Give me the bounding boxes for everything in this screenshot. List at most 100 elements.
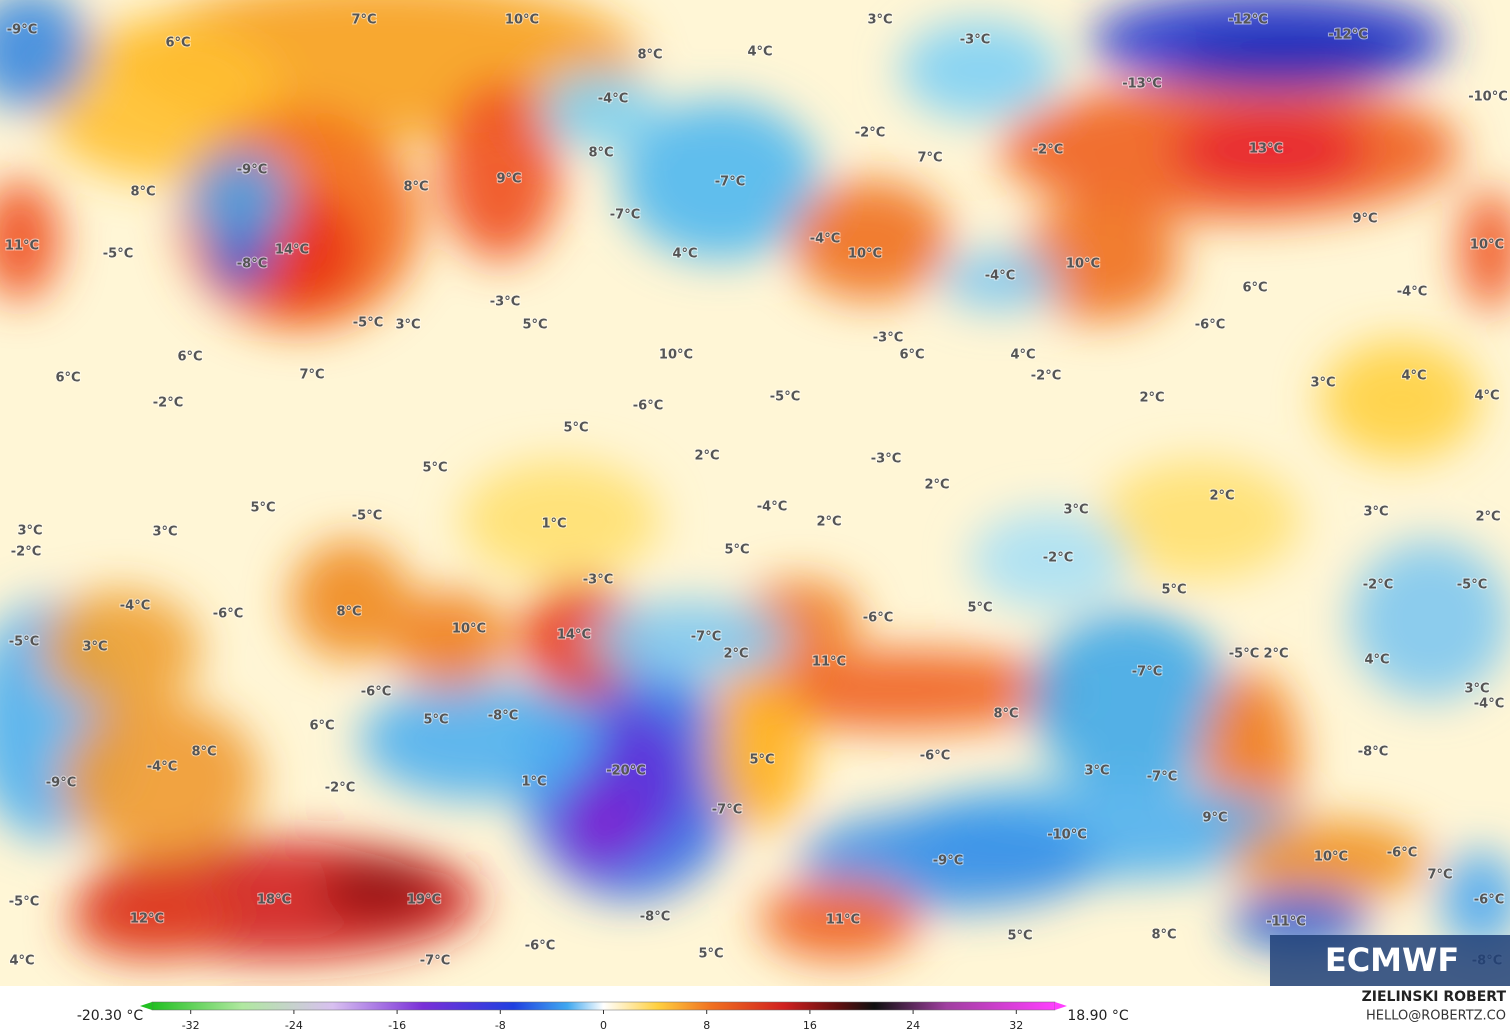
- field-blob: [60, 700, 260, 860]
- colorbar-scale: [151, 1001, 1056, 1011]
- temperature-label: 3°C: [1310, 376, 1335, 391]
- field-blob: [1230, 820, 1430, 900]
- temperature-label: -6°C: [1195, 318, 1225, 333]
- temperature-label: -8°C: [640, 910, 670, 925]
- temperature-label: -2°C: [855, 126, 885, 141]
- temperature-label: -3°C: [960, 33, 990, 48]
- temperature-label: 14°C: [557, 628, 591, 643]
- temperature-label: -12°C: [1228, 13, 1268, 28]
- temperature-label: -5°C: [9, 635, 39, 650]
- temperature-label: 5°C: [1007, 929, 1032, 944]
- temperature-label: -5°C: [1457, 578, 1487, 593]
- temperature-label: -2°C: [11, 545, 41, 560]
- temperature-label: 9°C: [1202, 811, 1227, 826]
- temperature-label: -9°C: [237, 163, 267, 178]
- temperature-label: 9°C: [496, 172, 521, 187]
- field-blob: [710, 670, 810, 830]
- field-blob: [1460, 190, 1510, 310]
- field-blob: [1020, 200, 1180, 320]
- temperature-label: 5°C: [250, 501, 275, 516]
- field-blob: [970, 510, 1130, 610]
- field-blob: [460, 460, 660, 580]
- temperature-label: 2°C: [1209, 489, 1234, 504]
- field-blob: [1170, 30, 1410, 90]
- temperature-label: 4°C: [672, 247, 697, 262]
- temperature-label: 3°C: [1464, 682, 1489, 697]
- field-blob: [40, 590, 200, 710]
- temperature-label: 2°C: [1263, 647, 1288, 662]
- colorbar-min: -20.30 °C: [77, 1008, 144, 1024]
- temperature-label: 3°C: [17, 524, 42, 539]
- field-blob: [0, 180, 60, 300]
- colorbar-tick-label: 32: [1009, 1019, 1023, 1032]
- temperature-label: -4°C: [810, 232, 840, 247]
- temperature-label: 10°C: [848, 247, 882, 262]
- temperature-label: -13°C: [1122, 77, 1162, 92]
- temperature-label: -3°C: [490, 295, 520, 310]
- field-blob: [900, 20, 1060, 120]
- temperature-label: -8°C: [237, 257, 267, 272]
- temperature-label: 12°C: [130, 912, 164, 927]
- temperature-label: -2°C: [1363, 578, 1393, 593]
- temperature-label: 4°C: [1010, 348, 1035, 363]
- colorbar-tick-label: -16: [388, 1019, 406, 1032]
- field-blob: [190, 150, 290, 250]
- temperature-label: -5°C: [770, 390, 800, 405]
- temperature-label: 10°C: [1314, 850, 1348, 865]
- temperature-label: -5°C: [1229, 647, 1259, 662]
- field-blob: [290, 540, 410, 660]
- temperature-label: -7°C: [610, 208, 640, 223]
- field-blob: [1030, 610, 1230, 790]
- temperature-label: 3°C: [82, 640, 107, 655]
- temperature-label: -3°C: [873, 331, 903, 346]
- field-blob: [1350, 540, 1510, 700]
- temperature-label: 3°C: [867, 13, 892, 28]
- temperature-label: 2°C: [723, 647, 748, 662]
- temperature-label: -6°C: [525, 939, 555, 954]
- field-blob: [1440, 850, 1510, 950]
- temperature-label: -4°C: [147, 760, 177, 775]
- field-blob: [940, 250, 1060, 310]
- temperature-label: -5°C: [9, 895, 39, 910]
- temperature-label: 6°C: [177, 350, 202, 365]
- temperature-label: 5°C: [698, 947, 723, 962]
- temperature-label: 10°C: [659, 348, 693, 363]
- colorbar-end: [1055, 1002, 1067, 1010]
- temperature-label: 5°C: [422, 461, 447, 476]
- logo-box: [1270, 935, 1510, 986]
- temperature-label: 3°C: [395, 318, 420, 333]
- temperature-label: 8°C: [993, 707, 1018, 722]
- temperature-label: 8°C: [588, 146, 613, 161]
- temperature-label: 5°C: [967, 601, 992, 616]
- temperature-label: -3°C: [583, 573, 613, 588]
- colorbar-tick-label: -32: [182, 1019, 200, 1032]
- temperature-label: -9°C: [7, 23, 37, 38]
- temperature-label: -4°C: [1397, 285, 1427, 300]
- temperature-label: -10°C: [1468, 90, 1508, 105]
- temperature-label: 8°C: [191, 745, 216, 760]
- field-blob: [1100, 460, 1300, 580]
- temperature-label: -20°C: [606, 764, 646, 779]
- map-labels: -9°C 6°C 7°C 10°C 3°C -12°C -12°C -3°C 8°C 4°C -13…: [4, 12, 1509, 970]
- temperature-label: 5°C: [724, 543, 749, 558]
- temperature-label: -2°C: [1031, 369, 1061, 384]
- temperature-label: -7°C: [712, 803, 742, 818]
- temperature-label: -6°C: [633, 399, 663, 414]
- temperature-label: -7°C: [1132, 665, 1162, 680]
- temperature-label: 8°C: [403, 180, 428, 195]
- temperature-label: -11°C: [1266, 915, 1306, 930]
- temperature-label: -5°C: [103, 247, 133, 262]
- temperature-label: 14°C: [275, 243, 309, 258]
- temperature-label: -7°C: [715, 175, 745, 190]
- temperature-label: 11°C: [826, 913, 860, 928]
- temperature-label: 13°C: [1249, 142, 1283, 157]
- temperature-label: 8°C: [1151, 928, 1176, 943]
- temperature-label: -4°C: [757, 500, 787, 515]
- temperature-label: 18°C: [257, 893, 291, 908]
- temperature-label: 4°C: [1474, 389, 1499, 404]
- temperature-label: -2°C: [153, 396, 183, 411]
- temperature-label: 1°C: [541, 517, 566, 532]
- temperature-label: 10°C: [505, 13, 539, 28]
- temperature-label: 5°C: [563, 421, 588, 436]
- temperature-label: -9°C: [933, 854, 963, 869]
